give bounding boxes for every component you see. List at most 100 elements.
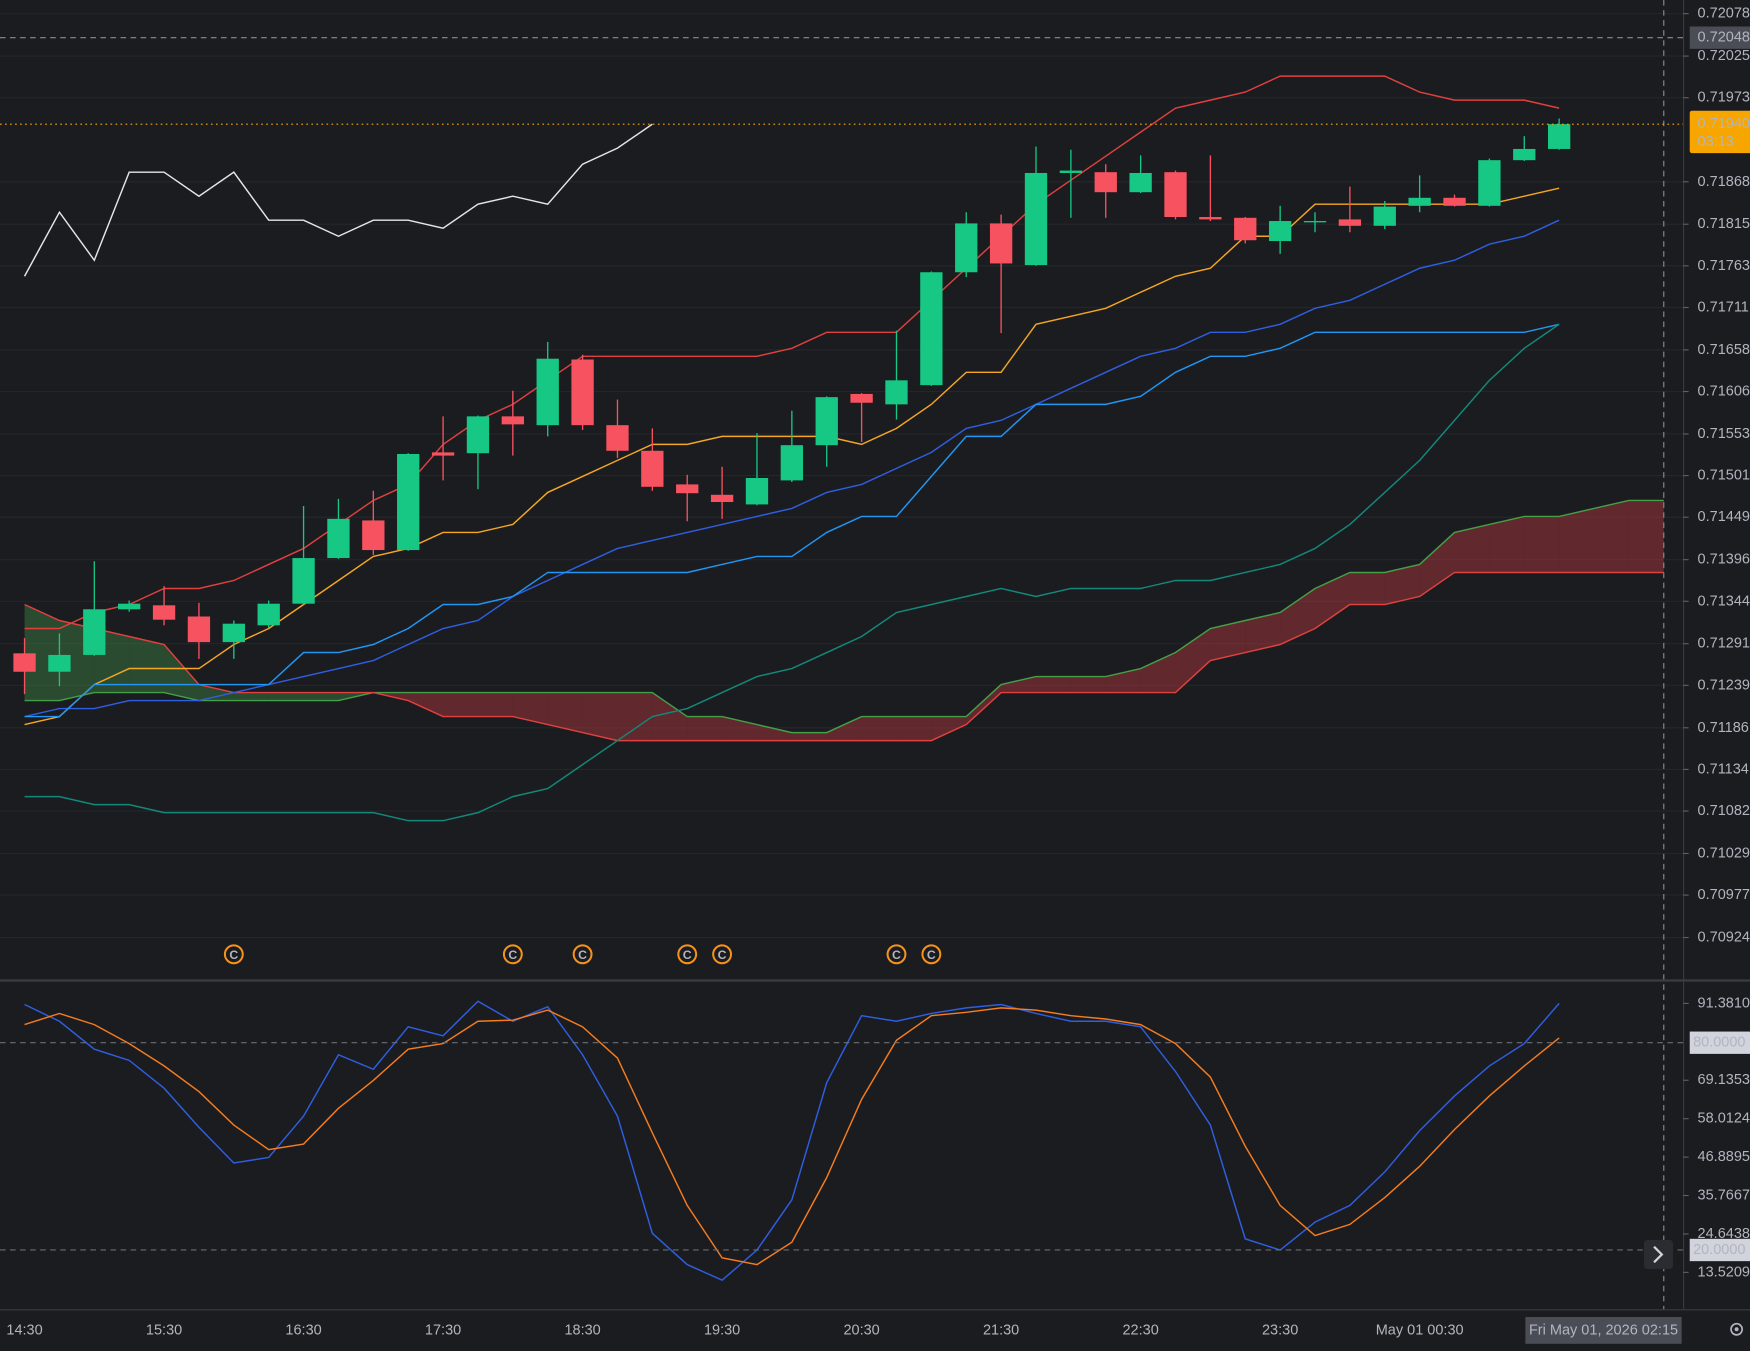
y-tick-label: 0.71711 [1698,299,1749,315]
cloud-fill [547,692,583,733]
candle-body [362,520,385,551]
crosshair-time-label: Fri May 01, 2026 02:15 [1529,1322,1678,1338]
candle-body [1268,221,1292,242]
candle-body [1199,217,1222,220]
last-price-label: 0.71940 [1698,116,1750,132]
cloud-fill [1035,676,1071,693]
candle-body [431,452,455,456]
stochastic-pane [0,1000,1684,1282]
y-tick-label: 0.71815 [1698,216,1750,232]
scroll-button-bg[interactable] [1643,1240,1673,1270]
y-tick-label: 0.71029 [1698,845,1750,861]
candle-body [710,494,734,503]
candle-body [1373,206,1396,226]
signal-label: C [683,948,692,962]
y-tick-label: 0.71501 [1698,468,1750,484]
signal-label: C [892,948,901,962]
cloud-fill [931,716,967,741]
cloud-fill [966,684,1002,725]
cloud-fill [791,732,827,741]
y-tick-label: 0.71868 [1698,174,1750,190]
candle-body [1443,197,1466,206]
cloud-fill [1524,516,1560,573]
cloud-fill [1140,652,1176,693]
candle-body [606,425,629,451]
x-tick-label: 18:30 [564,1322,600,1338]
cloud-fill [1628,500,1664,573]
candle-body [745,478,769,505]
y-tick-label: 0.71763 [1698,258,1750,274]
x-tick-label: May 01 00:30 [1376,1322,1464,1338]
crosshair-time-box [1525,1317,1682,1344]
candle-body [571,359,594,426]
cloud-fill [1489,516,1525,573]
cloud-fill [164,644,199,701]
signal-marker [712,944,733,965]
candle-body [48,654,71,672]
candle-body [13,653,36,672]
candle-body [885,380,908,405]
cloud-fill [198,684,234,701]
candle-body [1024,172,1048,266]
indicator-line [24,323,1560,718]
y-tick-label: 0.71606 [1698,384,1750,400]
y-tick-label: 0.71186 [1698,720,1749,736]
candle-body [1338,219,1362,226]
candle-body [676,484,699,494]
scroll-button[interactable] [1643,1240,1673,1270]
candle-body [152,605,176,620]
candle-body [1094,172,1117,193]
settings-button[interactable] [1730,1322,1744,1336]
level-label-box [1689,1031,1750,1054]
x-tick-label: 19:30 [704,1322,740,1338]
cloud-fill [303,692,339,701]
x-tick-label: 15:30 [146,1322,182,1338]
cloud-fill [582,692,618,741]
cloud-fill [1349,572,1385,605]
cloud-fill [129,636,165,693]
y-tick-label: 91.3810 [1698,995,1750,1011]
cloud-fill [652,692,688,741]
signal-marker [502,944,523,965]
y-tick-label: 0.70977 [1698,887,1750,903]
x-tick-label: 23:30 [1262,1322,1298,1338]
y-tick-label: 69.1353 [1698,1072,1750,1088]
x-tick-label: 22:30 [1122,1322,1158,1338]
cloud-fill [477,692,513,717]
y-tick-label: 0.71658 [1698,342,1750,358]
oscillator-line [24,1000,1560,1282]
candle-body [501,416,524,425]
signal-marker [677,944,698,965]
signal-label: C [578,948,587,962]
x-tick-label: 20:30 [843,1322,879,1338]
y-tick-label: 0.71082 [1698,803,1750,819]
y-tick-label: 0.71396 [1698,552,1750,568]
y-tick-label: 0.71344 [1698,593,1750,609]
scroll-icon[interactable] [1653,1245,1664,1264]
candle-body [815,397,838,446]
signal-label: C [508,948,517,962]
cloud-fill [1070,676,1106,693]
y-tick-label: 0.71291 [1698,636,1750,652]
candle-body [187,616,211,643]
candle-body [257,603,280,626]
level-label-box [1689,1238,1750,1262]
cloud-fill [756,724,792,741]
y-tick-label: 0.72078 [1698,6,1750,22]
gear-icon[interactable] [1730,1322,1744,1336]
candle-body [83,609,106,655]
cloud-fill [826,716,862,741]
cloud-line [24,499,1664,734]
cloud-fill [1245,612,1281,653]
cloud-fill [408,692,444,717]
y-tick-label: 58.0124 [1698,1111,1750,1127]
candle-body [955,223,978,273]
candle-body [920,272,943,386]
cloud-fill [443,692,478,717]
crosshair-price-box [1689,26,1750,49]
gear-center[interactable] [1734,1327,1739,1332]
x-tick-label: 14:30 [6,1322,42,1338]
cloud-fill [233,692,269,701]
axes: 0.72078 0.72025 0.71973 0.71868 0.71815 0.717… [6,6,1750,1344]
